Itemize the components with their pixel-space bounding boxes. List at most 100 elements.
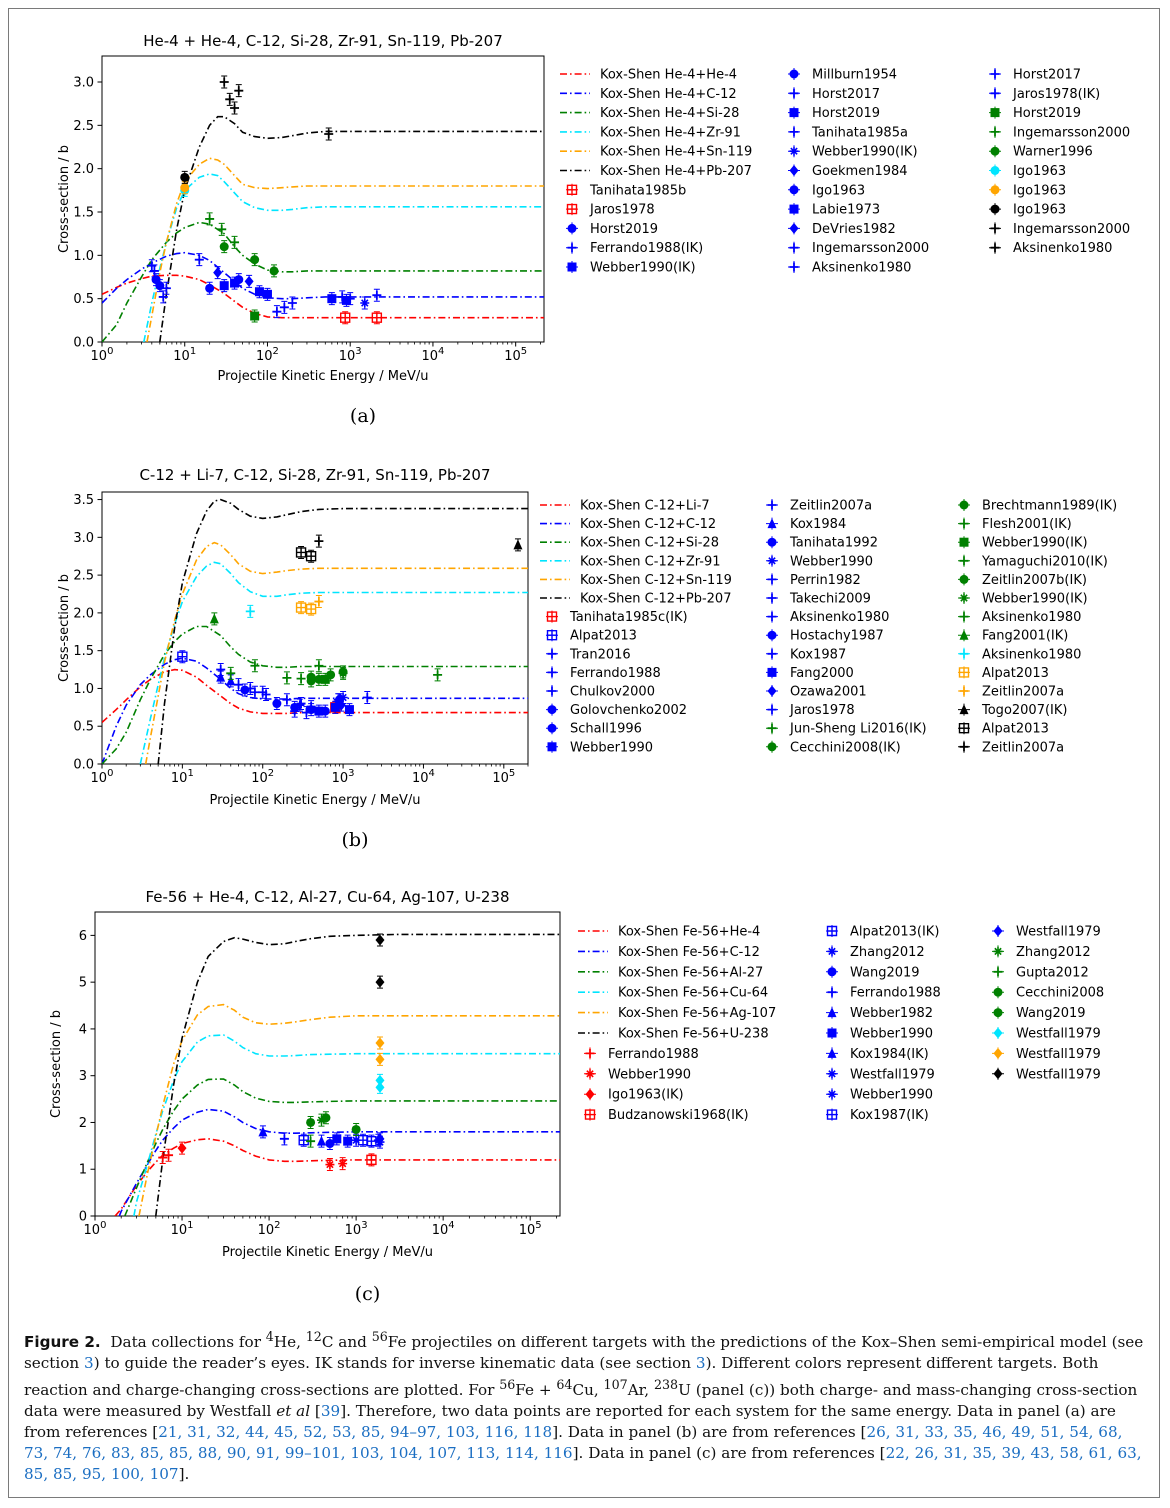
legend-marker xyxy=(789,88,799,98)
legend-label: Kox1984(IK) xyxy=(850,1047,929,1062)
x-tick-label: 103 xyxy=(332,768,355,786)
data-point xyxy=(230,103,240,113)
legend-entry: Kox-Shen Fe-56+C-12 xyxy=(578,945,760,960)
data-point xyxy=(320,674,330,684)
data-point xyxy=(177,1142,187,1154)
reference-links-panel-c[interactable]: 22, 26, 31, 35, 39, 43, 58, 61, 63, 85, … xyxy=(24,1444,1142,1484)
data-point xyxy=(161,283,171,293)
legend-label: Zeitlin2007a xyxy=(790,499,872,514)
legend-entry: Kox-Shen C-12+Sn-119 xyxy=(540,573,732,588)
x-tick-label: 102 xyxy=(258,1220,281,1238)
legend-marker xyxy=(566,184,578,195)
legend-marker xyxy=(990,243,1000,253)
legend-label: Kox-Shen Fe-56+C-12 xyxy=(618,945,760,960)
legend-label: Kox-Shen C-12+Zr-91 xyxy=(580,554,721,569)
reference-links-panel-b[interactable]: 26, 31, 33, 35, 46, 49, 51, 54, 68, 73, … xyxy=(24,1423,1123,1463)
data-point xyxy=(296,674,306,684)
legend-entry: Zeitlin2007a xyxy=(958,685,1064,700)
y-axis-label: Cross-section / b xyxy=(57,574,72,682)
legend-marker xyxy=(993,1068,1003,1080)
legend-label: Webber1990(IK) xyxy=(590,261,696,276)
legend-entry: Igo1963 xyxy=(989,164,1066,179)
legend-label: Kox-Shen C-12+Li-7 xyxy=(580,499,710,514)
legend-marker xyxy=(767,612,777,622)
caption-text: Cu, xyxy=(572,1381,604,1400)
legend-label: Webber1990(IK) xyxy=(812,145,918,160)
legend-label: Kox-Shen Fe-56+Al-27 xyxy=(618,965,763,980)
section-link[interactable]: 3 xyxy=(84,1354,94,1373)
caption-text: Fe + xyxy=(515,1381,557,1400)
legend-label: Ferrando1988 xyxy=(608,1047,699,1062)
legend-entry: Warner1996 xyxy=(989,145,1093,160)
legend-entry: Yamaguchi2010(IK) xyxy=(958,554,1108,569)
section-link[interactable]: 3 xyxy=(695,1354,706,1373)
data-point xyxy=(366,1154,377,1166)
legend-entry: Togo2007(IK) xyxy=(958,703,1067,718)
x-tick-label: 104 xyxy=(421,346,444,364)
legend-label: Schall1996 xyxy=(570,722,642,737)
x-tick-label: 101 xyxy=(171,768,194,786)
legend-label: Kox-Shen C-12+Pb-207 xyxy=(580,592,731,607)
legend-label: Westfall1979 xyxy=(1016,1027,1101,1042)
legend-entry: Zhang2012 xyxy=(992,945,1091,960)
model-curve xyxy=(133,1034,560,1216)
y-tick-label: 0.0 xyxy=(73,336,94,351)
legend-marker xyxy=(959,574,969,584)
data-point xyxy=(325,1139,335,1149)
legend-entry: DeVries1982 xyxy=(788,222,896,237)
data-point xyxy=(375,1074,385,1086)
legend-label: Brechtmann1989(IK) xyxy=(982,499,1117,514)
data-point xyxy=(338,1159,348,1169)
legend-label: Fang2001(IK) xyxy=(982,629,1068,644)
legend-entry: Kox1987 xyxy=(766,647,846,662)
legend-entry: Ferrando1988 xyxy=(584,1047,699,1062)
legend-entry: Webber1990(IK) xyxy=(566,261,696,276)
legend-label: Webber1990 xyxy=(790,554,873,569)
data-point xyxy=(250,311,260,321)
reference-link[interactable]: 39 xyxy=(320,1402,341,1421)
legend-label: Zhang2012 xyxy=(1016,945,1091,960)
legend-entry: Alpat2013 xyxy=(958,722,1049,737)
legend-marker xyxy=(789,127,799,137)
legend-label: Gupta2012 xyxy=(1016,965,1089,980)
data-point xyxy=(362,693,372,703)
legend-label: Budzanowski1968(IK) xyxy=(608,1108,749,1123)
x-tick-label: 102 xyxy=(256,346,279,364)
data-point xyxy=(234,275,244,285)
legend-label: Horst2019 xyxy=(812,106,880,121)
data-point xyxy=(513,539,523,550)
legend-entry: Horst2017 xyxy=(989,68,1081,83)
legend-entry: Kox-Shen He-4+Pb-207 xyxy=(560,164,752,179)
legend-label: Horst2017 xyxy=(812,87,880,102)
legend-marker xyxy=(547,667,557,677)
data-point xyxy=(338,668,348,678)
legend-label: Westfall1979 xyxy=(1016,925,1101,940)
legend-label: Webber1990(IK) xyxy=(982,536,1088,551)
y-tick-label: 2.5 xyxy=(73,119,94,134)
legend-entry: Jaros1978 xyxy=(766,703,855,718)
caption-text: et al xyxy=(276,1402,311,1421)
legend-entry: Kox-Shen Fe-56+He-4 xyxy=(578,925,760,940)
reference-links-panel-a[interactable]: 21, 31, 32, 44, 45, 52, 53, 85, 94–97, 1… xyxy=(158,1423,553,1442)
legend-marker xyxy=(959,500,969,510)
data-point xyxy=(314,706,324,716)
x-axis-label: Projectile Kinetic Energy / MeV/u xyxy=(209,793,420,808)
y-tick-label: 5 xyxy=(79,976,87,991)
chart-panel-3: Fe-56 + He-4, C-12, Al-27, Cu-64, Ag-107… xyxy=(49,888,1104,1305)
legend-label: Fang2000 xyxy=(790,666,854,681)
data-point xyxy=(314,661,324,671)
legend-marker xyxy=(826,925,838,937)
legend-label: Igo1963 xyxy=(812,183,865,198)
legend-marker xyxy=(767,685,777,697)
legend-label: Ingemarsson2000 xyxy=(1013,125,1130,140)
legend-entry: Ingemarsson2000 xyxy=(989,125,1130,140)
y-tick-label: 2.0 xyxy=(73,606,94,621)
legend-entry: Webber1990(IK) xyxy=(958,536,1088,551)
legend-label: Aksinenko1980 xyxy=(982,610,1081,625)
y-tick-label: 3 xyxy=(79,1069,87,1084)
legend-entry: Labie1973 xyxy=(788,203,880,218)
legend-marker xyxy=(789,165,799,176)
legend-entry: Ingemarsson2000 xyxy=(788,241,929,256)
legend-marker xyxy=(789,204,799,214)
data-point xyxy=(230,237,240,247)
